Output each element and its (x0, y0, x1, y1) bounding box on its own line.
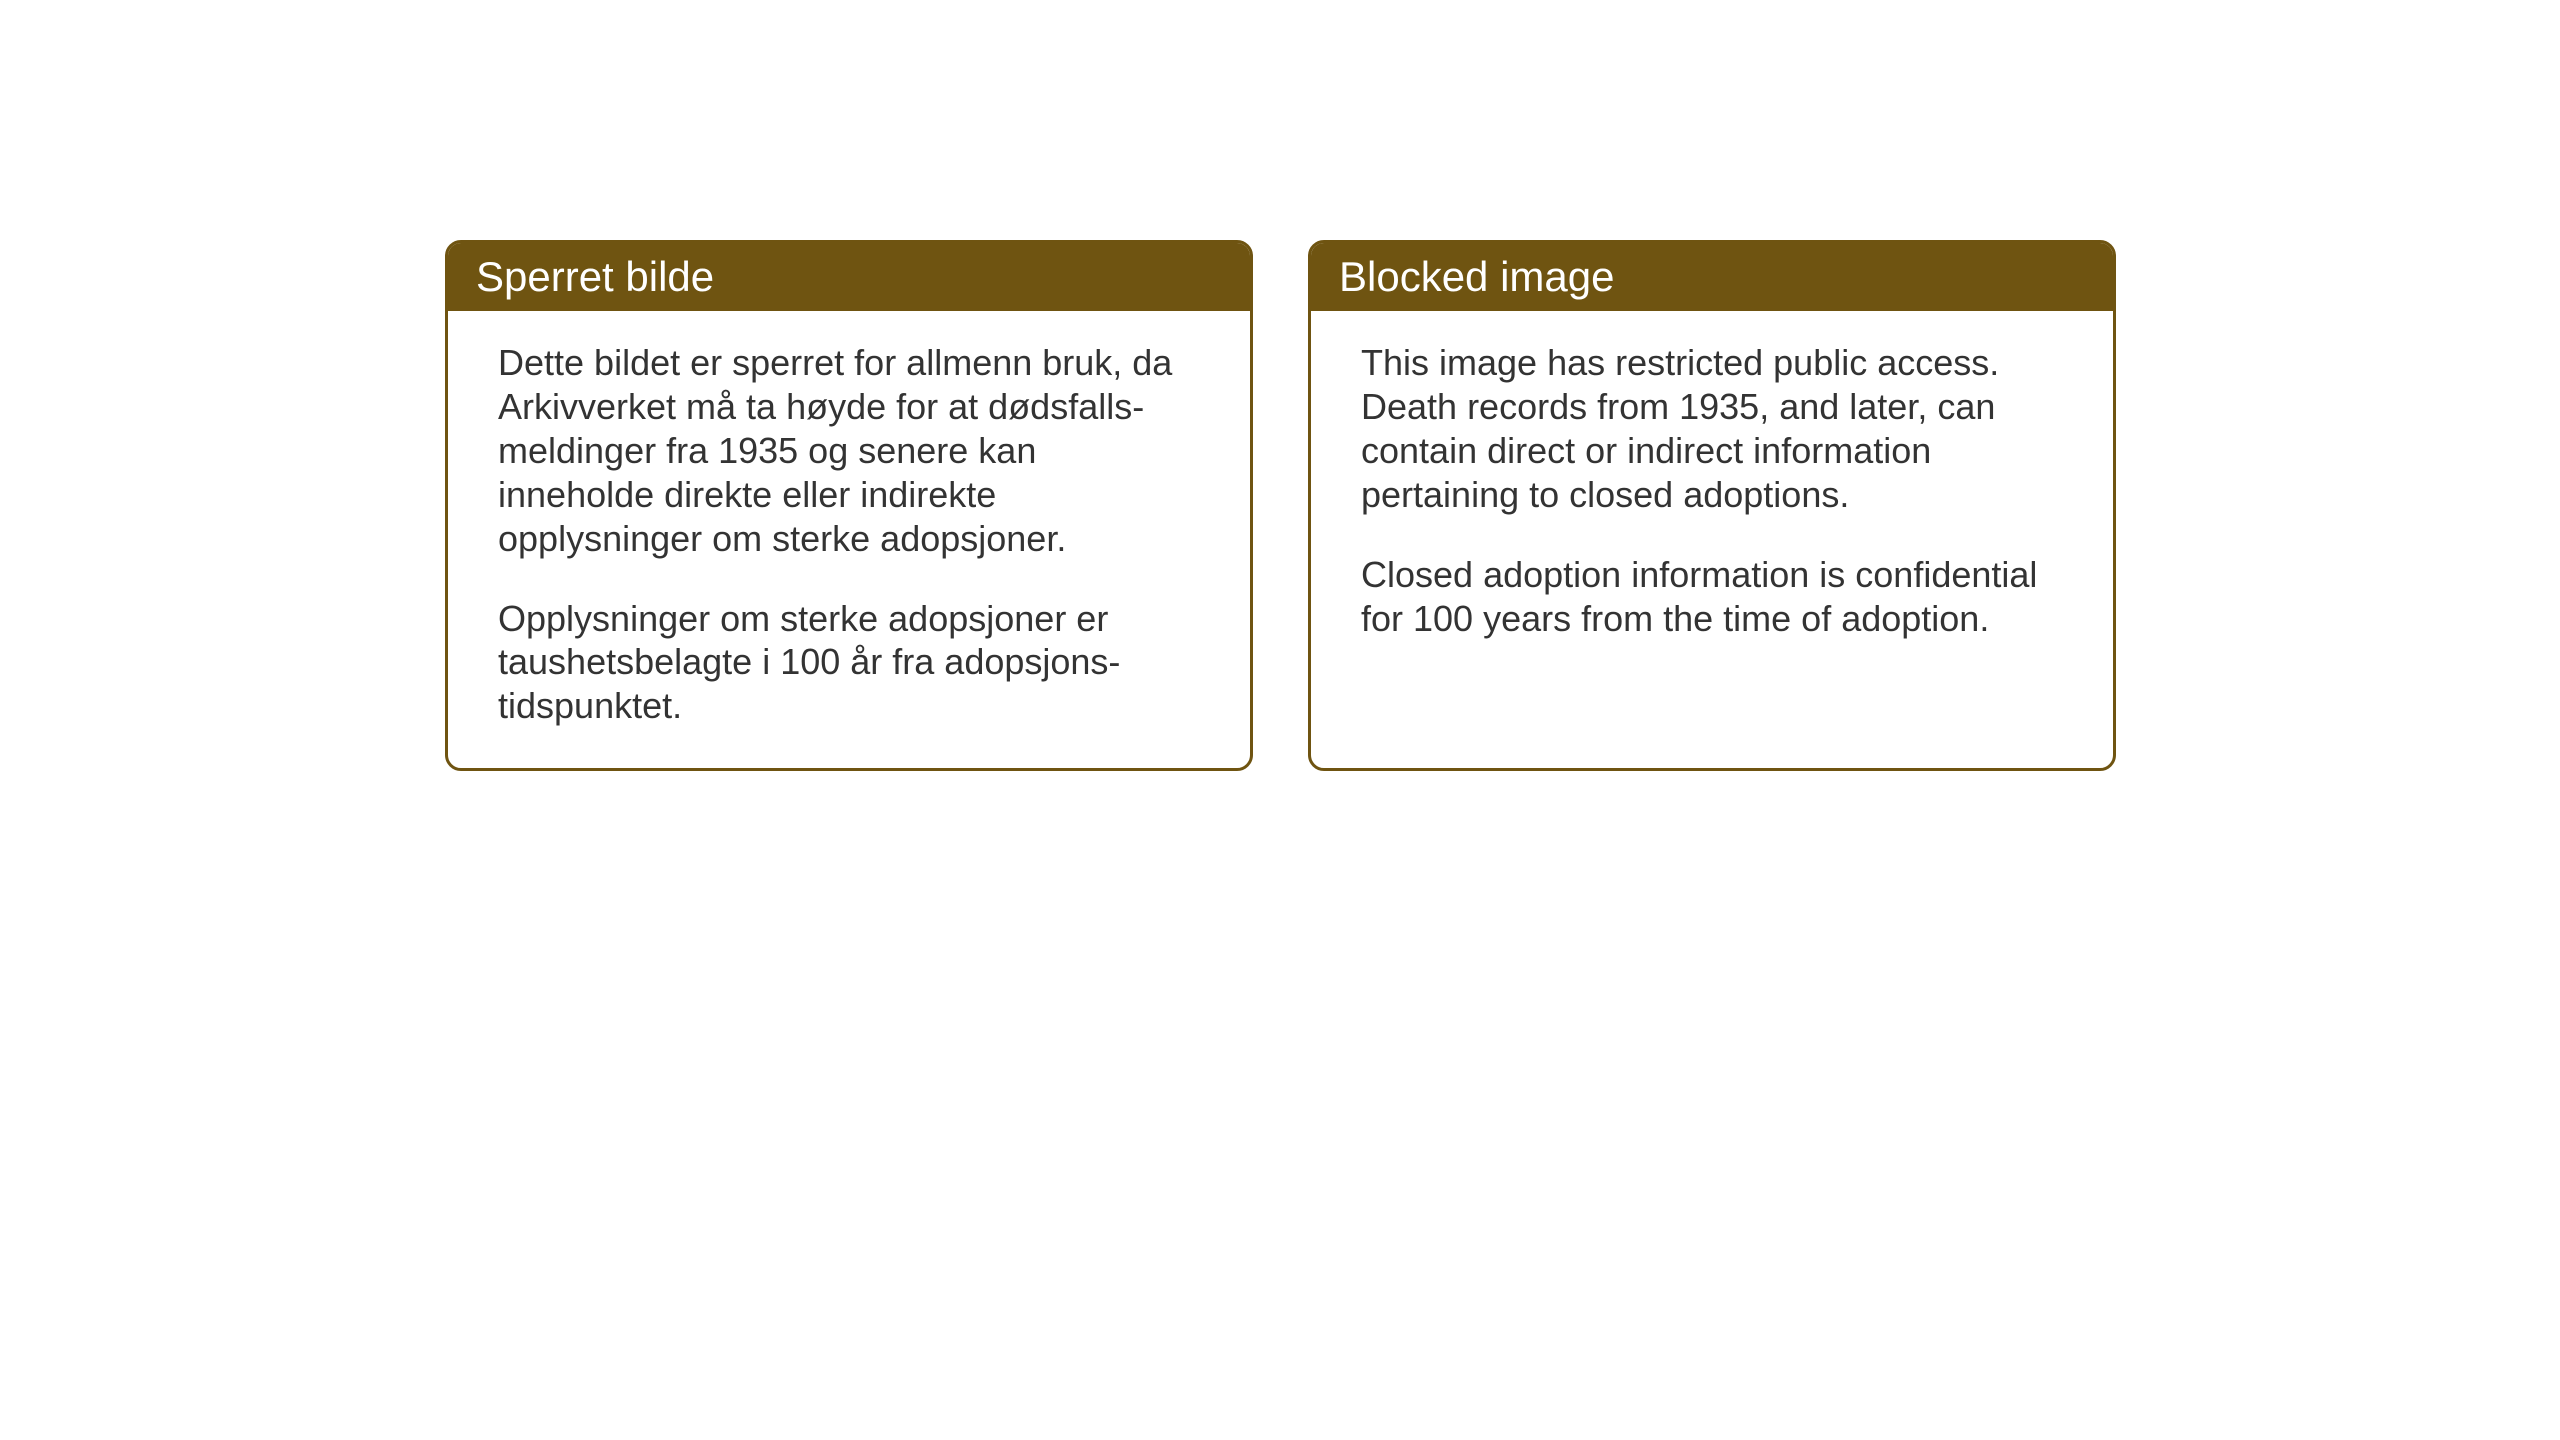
card-english-body: This image has restricted public access.… (1311, 311, 2113, 680)
card-english-header: Blocked image (1311, 243, 2113, 311)
card-norwegian-title: Sperret bilde (476, 253, 714, 300)
cards-container: Sperret bilde Dette bildet er sperret fo… (445, 240, 2116, 771)
card-norwegian-paragraph-1: Dette bildet er sperret for allmenn bruk… (498, 341, 1200, 561)
card-english-paragraph-1: This image has restricted public access.… (1361, 341, 2063, 517)
card-english-title: Blocked image (1339, 253, 1614, 300)
card-english-paragraph-2: Closed adoption information is confident… (1361, 553, 2063, 641)
card-norwegian-body: Dette bildet er sperret for allmenn bruk… (448, 311, 1250, 768)
card-english: Blocked image This image has restricted … (1308, 240, 2116, 771)
card-norwegian-header: Sperret bilde (448, 243, 1250, 311)
card-norwegian-paragraph-2: Opplysninger om sterke adopsjoner er tau… (498, 597, 1200, 729)
card-norwegian: Sperret bilde Dette bildet er sperret fo… (445, 240, 1253, 771)
